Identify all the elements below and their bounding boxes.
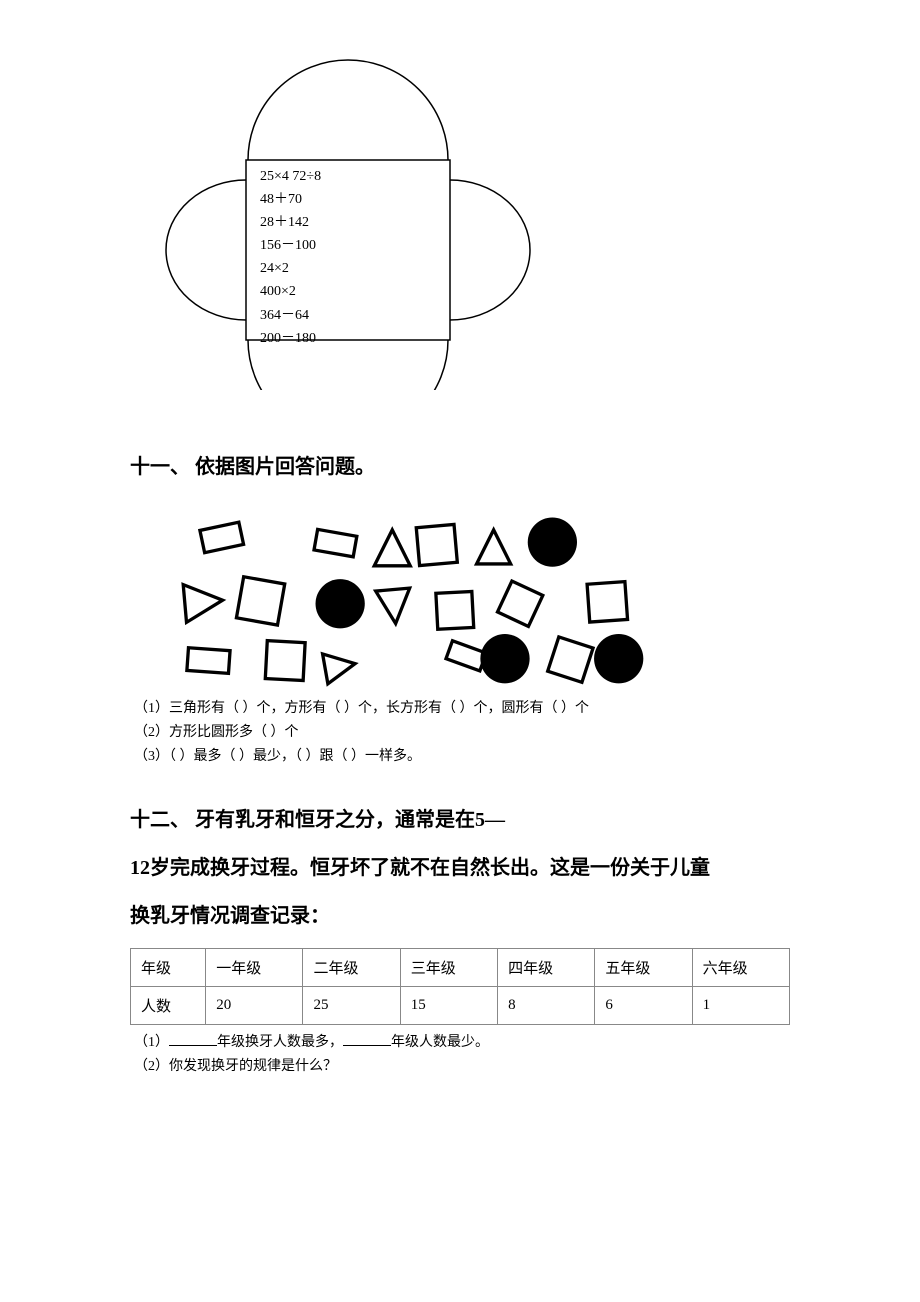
eq-line: 48＋70: [260, 188, 321, 211]
blank: [343, 1045, 391, 1046]
eq-line: 364－64: [260, 304, 321, 327]
q-text: （1）: [134, 1035, 169, 1050]
shapes-svg: [150, 509, 680, 689]
th: 二年级: [303, 949, 400, 987]
q-line: （1）三角形有（ ）个，方形有（ ）个，长方形有（ ）个，圆形有（ ）个: [134, 697, 790, 721]
eq-line: 25×4 72÷8: [260, 165, 321, 188]
table-row: 人数 20 25 15 8 6 1: [131, 987, 790, 1025]
envelope-svg: [130, 40, 570, 390]
q-line: （2）你发现换牙的规律是什么？: [134, 1055, 790, 1079]
th: 四年级: [498, 949, 595, 987]
section-11-questions: （1）三角形有（ ）个，方形有（ ）个，长方形有（ ）个，圆形有（ ）个 （2）…: [134, 697, 790, 768]
q-line: （1） 年级换牙人数最多， 年级人数最少。: [134, 1031, 790, 1055]
shapes-figure: [150, 509, 680, 689]
section-12-heading: 十二、 牙有乳牙和恒牙之分，通常是在5— 12岁完成换牙过程。恒牙坏了就不在自然…: [130, 796, 790, 940]
table-row: 年级 一年级 二年级 三年级 四年级 五年级 六年级: [131, 949, 790, 987]
section-11-heading: 十一、 依据图片回答问题。: [130, 450, 790, 479]
td: 15: [400, 987, 497, 1025]
blank: [169, 1045, 217, 1046]
th: 一年级: [206, 949, 303, 987]
th: 五年级: [595, 949, 692, 987]
td: 人数: [131, 987, 206, 1025]
q-line: （2）方形比圆形多（ ）个: [134, 721, 790, 745]
teeth-table: 年级 一年级 二年级 三年级 四年级 五年级 六年级 人数 20 25 15 8…: [130, 948, 790, 1025]
th: 六年级: [692, 949, 789, 987]
envelope-equations: 25×4 72÷8 48＋70 28＋142 156－100 24×2 400×…: [260, 165, 321, 350]
heading-line: 换乳牙情况调查记录：: [130, 892, 790, 940]
td: 25: [303, 987, 400, 1025]
eq-line: 400×2: [260, 280, 321, 303]
td: 20: [206, 987, 303, 1025]
q-text: 年级换牙人数最多，: [217, 1035, 343, 1050]
th: 三年级: [400, 949, 497, 987]
eq-line: 28＋142: [260, 211, 321, 234]
q-line: （3）（ ）最多（ ）最少，（ ）跟（ ）一样多。: [134, 745, 790, 769]
heading-line: 十二、 牙有乳牙和恒牙之分，通常是在5—: [130, 796, 790, 844]
heading-line: 12岁完成换牙过程。恒牙坏了就不在自然长出。这是一份关于儿童: [130, 844, 790, 892]
td: 1: [692, 987, 789, 1025]
eq-line: 200－180: [260, 327, 321, 350]
eq-line: 24×2: [260, 257, 321, 280]
td: 8: [498, 987, 595, 1025]
envelope-figure: 25×4 72÷8 48＋70 28＋142 156－100 24×2 400×…: [130, 40, 570, 390]
section-12-questions: （1） 年级换牙人数最多， 年级人数最少。 （2）你发现换牙的规律是什么？: [134, 1031, 790, 1079]
td: 6: [595, 987, 692, 1025]
th: 年级: [131, 949, 206, 987]
eq-line: 156－100: [260, 234, 321, 257]
q-text: 年级人数最少。: [391, 1035, 489, 1050]
